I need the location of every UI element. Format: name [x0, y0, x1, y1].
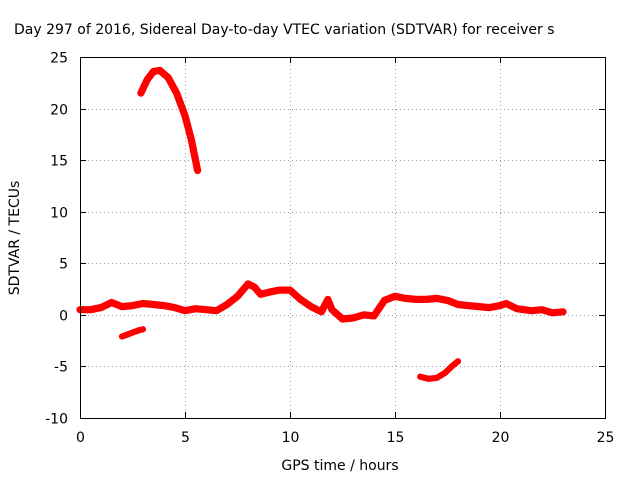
data-point [444, 297, 451, 304]
data-point [417, 373, 424, 380]
x-tick-label: 5 [181, 430, 190, 446]
y-tick-label: 25 [50, 51, 68, 67]
data-point [423, 296, 430, 303]
data-point [173, 90, 180, 97]
data-point [448, 363, 455, 370]
x-tick-label: 10 [282, 430, 300, 446]
data-point [165, 74, 172, 81]
data-point [156, 67, 163, 74]
chart-title: Day 297 of 2016, Sidereal Day-to-day VTE… [14, 22, 555, 38]
data-point [434, 295, 440, 302]
data-point [513, 305, 520, 312]
data-point [182, 112, 188, 119]
data-point [486, 304, 493, 311]
x-tick-label: 15 [387, 430, 405, 446]
data-point [455, 301, 461, 308]
data-point [287, 287, 293, 294]
data-point [350, 314, 356, 321]
data-point [455, 358, 461, 365]
data-point [442, 369, 449, 376]
y-tick-label: 10 [50, 206, 68, 222]
data-point [476, 303, 482, 310]
data-point [245, 280, 251, 287]
data-point [503, 300, 510, 307]
data-point [339, 315, 346, 322]
series-band-1 [137, 66, 202, 175]
data-point [192, 305, 199, 312]
data-point [137, 90, 144, 97]
data-point [150, 301, 157, 308]
data-point [135, 327, 142, 334]
y-tick-label: -10 [45, 412, 68, 428]
data-point [150, 68, 157, 75]
data-point [144, 76, 151, 83]
data-series [76, 66, 567, 382]
data-point [324, 296, 331, 303]
data-point [371, 312, 377, 319]
data-point [194, 167, 201, 174]
data-point [108, 299, 115, 306]
x-tick-label: 25 [597, 430, 615, 446]
x-axis-label: GPS time / hours [281, 458, 398, 474]
data-point [329, 306, 335, 313]
data-point [129, 302, 136, 309]
data-point [203, 306, 209, 313]
data-point [266, 289, 272, 296]
data-point [87, 306, 94, 313]
data-point [425, 375, 432, 382]
plot-frame [80, 57, 606, 419]
y-tick-label: 0 [59, 309, 68, 325]
y-tick-label: -5 [54, 360, 68, 376]
data-point [413, 296, 419, 303]
data-point [234, 293, 241, 300]
y-tick-label: 5 [59, 257, 68, 273]
data-point [188, 136, 195, 143]
data-point [161, 302, 167, 309]
data-point [560, 308, 566, 315]
data-point [213, 307, 220, 314]
data-point [549, 309, 556, 316]
x-tick-label: 0 [76, 430, 85, 446]
data-point [465, 302, 472, 309]
data-point [539, 306, 545, 313]
data-point [224, 301, 230, 308]
data-point [140, 300, 146, 307]
data-point [119, 303, 125, 310]
data-point [127, 330, 134, 337]
data-point [251, 284, 258, 291]
data-point [297, 296, 304, 303]
data-point [392, 293, 398, 300]
data-point [360, 311, 367, 318]
data-point [276, 287, 283, 294]
data-point [171, 304, 178, 311]
data-point [98, 304, 104, 311]
y-tick-label: 15 [50, 154, 68, 170]
data-point [119, 333, 125, 340]
data-point [257, 291, 264, 298]
axis-ticks: 0 5 10 15 20 25 -10 -5 0 5 10 15 20 25 [45, 51, 614, 447]
data-point [308, 303, 314, 310]
data-point [318, 308, 325, 315]
x-tick-label: 20 [492, 430, 510, 446]
y-axis-label: SDTVAR / TECUs [7, 181, 23, 296]
data-point [140, 326, 146, 333]
data-point [528, 307, 535, 314]
data-point [497, 302, 503, 309]
grid-lines [80, 57, 605, 418]
y-tick-label: 20 [50, 103, 68, 119]
data-point [182, 307, 188, 314]
data-point [434, 374, 440, 381]
data-point [381, 297, 388, 304]
data-point [402, 295, 409, 302]
